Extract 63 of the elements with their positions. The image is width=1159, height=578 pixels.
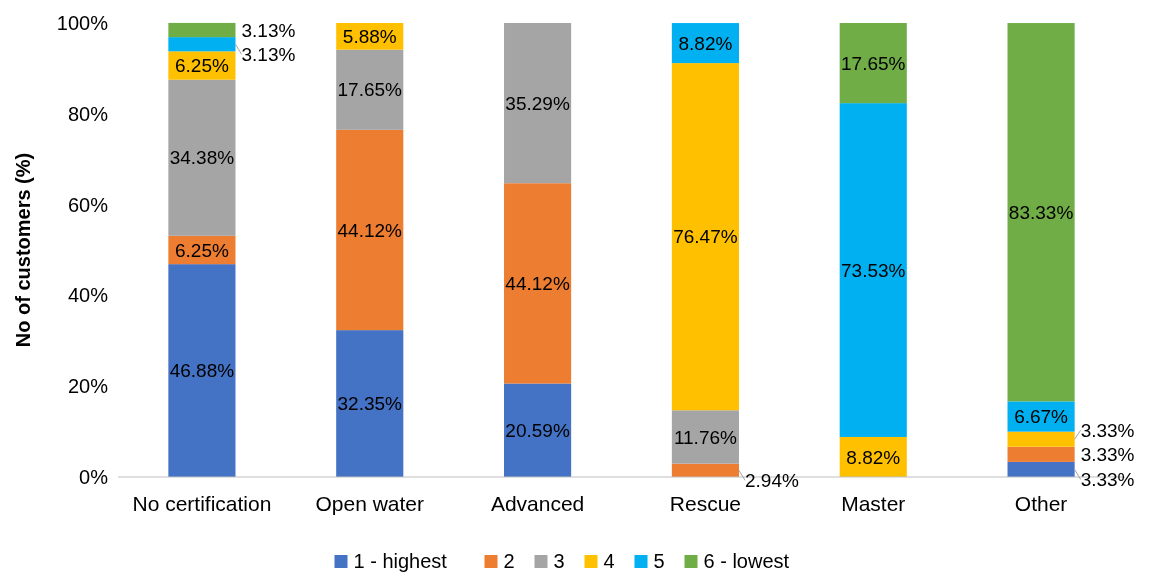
legend-label: 4	[603, 550, 615, 572]
data-label: 3.13%	[241, 19, 296, 41]
bar	[504, 383, 572, 477]
bar	[336, 49, 404, 130]
data-label: 44.12%	[505, 273, 570, 295]
data-label: 32.35%	[337, 393, 403, 415]
legend-label: 2	[503, 550, 515, 572]
bar	[336, 129, 404, 331]
legend-label: 3	[553, 550, 565, 572]
legend-label: 1 - highest	[353, 550, 448, 572]
data-label: 3.33%	[1080, 443, 1135, 465]
y-tick-label: 20%	[67, 375, 109, 398]
bar	[839, 103, 907, 437]
legend-label: 6 - lowest	[703, 550, 790, 572]
data-label: 3.33%	[1080, 469, 1135, 491]
data-label: 76.47%	[673, 226, 738, 248]
bar	[168, 37, 236, 52]
data-label: 8.82%	[678, 32, 733, 54]
x-tick-label: Advanced	[490, 492, 585, 515]
bar	[839, 23, 907, 104]
data-label: 8.82%	[846, 446, 901, 468]
y-axis-title: No of customers (%)	[12, 152, 34, 348]
data-label: 83.33%	[1008, 201, 1074, 223]
bar	[336, 330, 404, 477]
x-tick-label: Rescue	[669, 492, 742, 515]
bar	[1007, 23, 1075, 402]
data-label: 35.29%	[505, 92, 570, 114]
bar	[671, 410, 739, 464]
data-label: 2.94%	[744, 469, 799, 491]
data-label: 34.38%	[169, 147, 235, 169]
bar	[671, 63, 739, 411]
data-label: 17.65%	[841, 52, 906, 74]
bar	[1007, 461, 1075, 477]
data-label: 11.76%	[673, 426, 738, 448]
data-label: 46.88%	[169, 360, 235, 382]
y-tick-label: 100%	[56, 12, 109, 34]
bar	[168, 22, 236, 38]
x-tick-label: Open water	[315, 492, 425, 515]
y-tick-label: 0%	[79, 466, 109, 488]
data-label: 17.65%	[337, 79, 403, 101]
y-tick-label: 40%	[67, 284, 109, 307]
data-label: 6.25%	[174, 55, 229, 77]
bar	[1007, 431, 1075, 447]
x-tick-label: Master	[841, 492, 906, 515]
y-tick-label: 80%	[67, 102, 109, 125]
data-label: 3.33%	[1080, 419, 1135, 441]
data-label: 73.53%	[841, 259, 906, 281]
data-label: 3.13%	[241, 43, 296, 65]
bar	[168, 79, 236, 236]
data-label: 6.67%	[1014, 406, 1069, 428]
data-label: 44.12%	[337, 219, 403, 241]
data-label: 6.25%	[174, 239, 229, 261]
bar	[504, 23, 572, 184]
bar	[504, 183, 572, 384]
legend-label: 5	[653, 550, 665, 572]
bar	[671, 463, 739, 477]
y-tick-label: 60%	[67, 193, 109, 216]
x-tick-label: Other	[1014, 492, 1068, 515]
x-tick-label: No certification	[132, 492, 272, 515]
data-label: 5.88%	[342, 26, 397, 47]
data-label: 20.59%	[505, 419, 570, 441]
bar	[168, 264, 236, 477]
bar	[1007, 446, 1075, 462]
